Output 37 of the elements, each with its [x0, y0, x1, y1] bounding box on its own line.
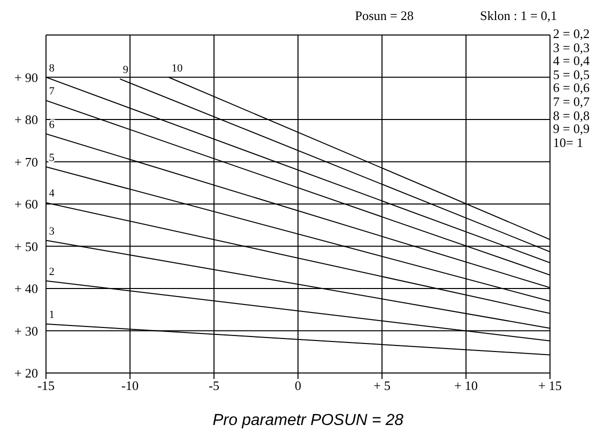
- text: 2 = 0,2: [553, 26, 590, 42]
- text: 4 = 0,4: [553, 53, 590, 70]
- x-tick-label: -15: [37, 378, 55, 394]
- series-label: 6: [49, 118, 55, 131]
- y-tick-label: + 50: [14, 238, 38, 254]
- text: Sklon : 1 = 0,1: [480, 8, 558, 24]
- series-label: 7: [49, 85, 55, 98]
- x-tick-label: -5: [208, 378, 220, 394]
- x-tick-label: 0: [294, 378, 302, 394]
- x-tick-label: + 10: [454, 378, 478, 394]
- x-tick-label: + 15: [538, 378, 562, 394]
- y-tick-label: + 40: [14, 281, 38, 296]
- text: 3 = 0,3: [553, 40, 590, 56]
- y-tick-label: + 30: [14, 323, 38, 338]
- series-label: 5: [49, 152, 55, 164]
- text: 8 = 0,8: [553, 108, 590, 124]
- text: 7 = 0,7: [553, 94, 590, 110]
- x-tick-label: + 5: [373, 378, 391, 394]
- text: 10= 1: [553, 134, 584, 151]
- series-label: 9: [122, 64, 129, 76]
- y-tick-label: + 20: [14, 366, 38, 381]
- y-tick-label: + 70: [14, 154, 38, 170]
- series-label: 10: [172, 62, 184, 74]
- series-label: 8: [49, 62, 55, 74]
- x-tick-label: -10: [121, 378, 139, 394]
- y-tick-label: + 60: [14, 196, 38, 212]
- y-tick-label: + 80: [14, 112, 38, 128]
- text: Posun = 28: [355, 8, 414, 24]
- text: 5 = 0,5: [553, 66, 590, 83]
- text: Pro parametr POSUN = 28: [212, 412, 404, 430]
- y-tick-label: + 90: [14, 70, 38, 85]
- text: 6 = 0,6: [553, 80, 590, 96]
- series-label: 2: [49, 266, 54, 278]
- series-label: 3: [49, 225, 55, 238]
- series-label: 4: [49, 188, 55, 200]
- series-label: 1: [49, 308, 54, 321]
- text: 9 = 0,9: [553, 121, 590, 138]
